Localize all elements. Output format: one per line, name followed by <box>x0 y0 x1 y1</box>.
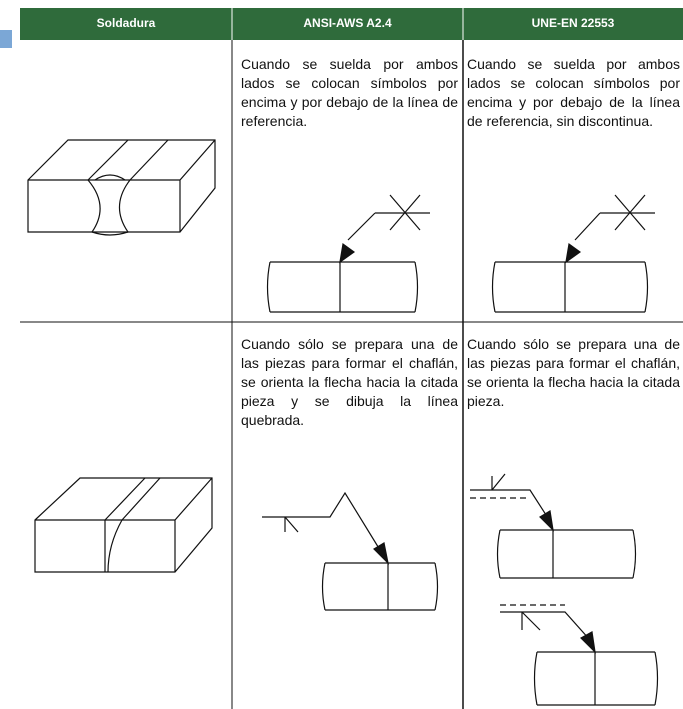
header-bg <box>20 8 683 40</box>
symbol-sketch <box>470 473 659 706</box>
cell-text: Cuando se suelda por ambos lados se colo… <box>467 56 680 129</box>
cell-text: Cuando sólo se prepara una de las piezas… <box>467 336 680 409</box>
weld-sketch <box>27 139 216 236</box>
header-cell: Soldadura <box>96 16 156 30</box>
symbol-sketch <box>266 194 430 313</box>
cell-text: Cuando sólo se prepara una de las piezas… <box>241 336 458 428</box>
symbol-sketch <box>262 491 439 611</box>
header-cell: UNE-EN 22553 <box>531 16 615 30</box>
cell-text: Cuando se suelda por ambos lados se colo… <box>241 56 458 129</box>
accent <box>0 30 12 48</box>
symbol-sketch <box>491 194 655 313</box>
weld-sketch <box>34 477 213 573</box>
header-cell: ANSI-AWS A2.4 <box>303 16 392 30</box>
